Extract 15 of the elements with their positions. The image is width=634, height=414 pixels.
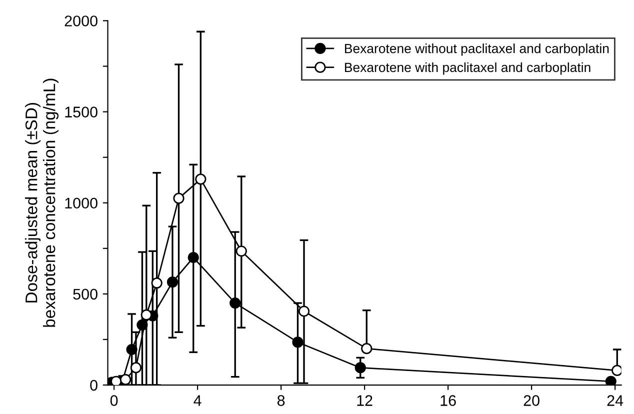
y-tick-label: 2000 (64, 16, 98, 26)
y-tick-label: 1000 (65, 198, 98, 209)
x-tick-label: 8 (277, 395, 285, 406)
x-tick-label: 4 (194, 395, 202, 406)
legend-label: Bexarotene with paclitaxel and carboplatin (345, 62, 590, 75)
legend-label: Bexarotene without paclitaxel and carboplatin (345, 44, 609, 56)
x-tick-label: 16 (440, 395, 456, 406)
x-tick-label: 0 (110, 395, 118, 406)
y-tick-label: 1500 (65, 106, 98, 118)
x-tick-label: 24 (607, 395, 624, 406)
y-tick-label: 0 (90, 380, 98, 391)
x-tick-label: 20 (524, 395, 540, 406)
y-axis-title: Dose-adjusted mean (±SD) bexarotene concentration (ng/mL) (25, 78, 59, 327)
x-tick-label: 12 (357, 395, 372, 406)
y-tick-label: 500 (73, 288, 98, 300)
